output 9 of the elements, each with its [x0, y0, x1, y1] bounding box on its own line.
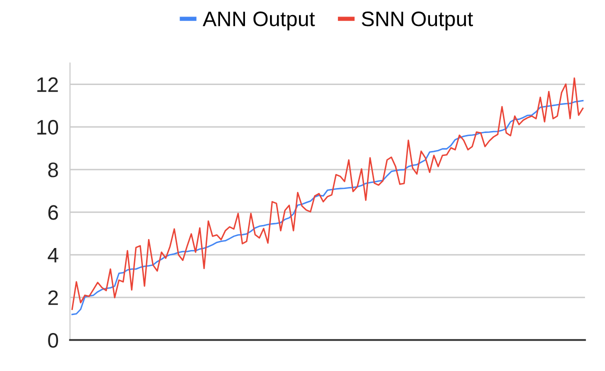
y-tick-label: 6 — [48, 205, 58, 220]
y-tick-label: 0 — [48, 333, 58, 348]
y-tick-label: 12 — [37, 77, 58, 92]
legend-label: ANN Output — [202, 12, 315, 30]
y-tick-label: 4 — [48, 248, 58, 262]
y-tick-label: 2 — [48, 290, 58, 305]
y-tick-label: 8 — [48, 162, 58, 178]
legend-label: SNN Output — [362, 12, 473, 30]
y-tick-label: 10 — [37, 120, 58, 135]
